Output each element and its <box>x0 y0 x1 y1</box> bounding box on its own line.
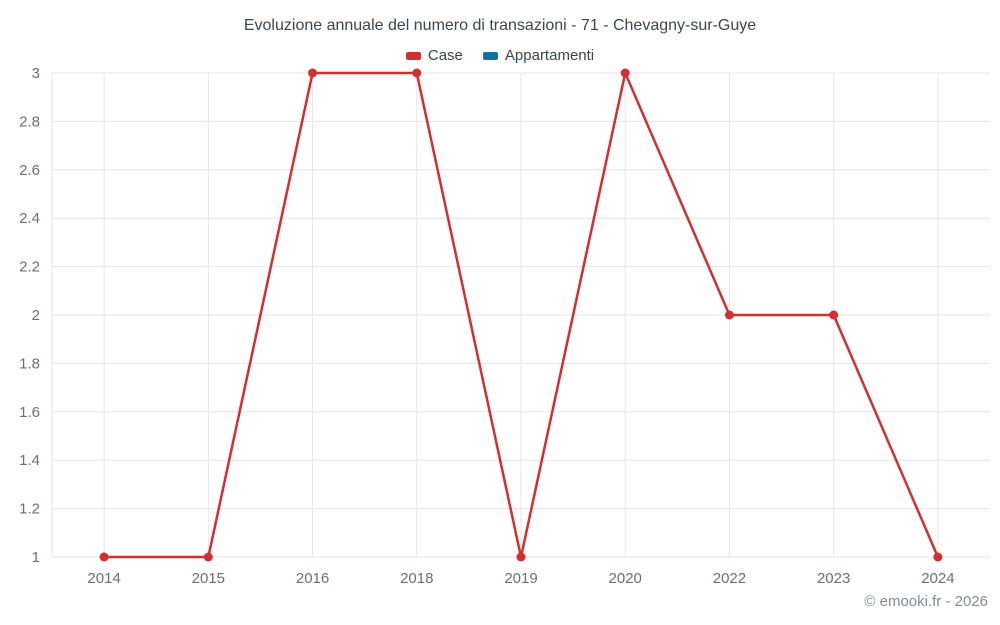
data-point-case[interactable] <box>412 68 422 78</box>
x-tick-label: 2023 <box>817 570 850 587</box>
y-tick-label: 1.8 <box>19 355 40 372</box>
footer-credit: © emooki.fr - 2026 <box>864 593 988 610</box>
y-tick-label: 2 <box>32 307 40 324</box>
legend-label-appartamenti: Appartamenti <box>504 47 595 64</box>
x-tick-label: 2020 <box>609 570 642 587</box>
case-series-swatch-icon <box>405 51 421 60</box>
legend-label-case: Case <box>427 47 463 64</box>
appartamenti-series-swatch-icon <box>482 51 498 60</box>
chart-legend: Case Appartamenti <box>0 47 1000 64</box>
x-tick-label: 2016 <box>296 570 329 587</box>
y-tick-label: 2.8 <box>19 113 40 130</box>
data-point-case[interactable] <box>308 68 318 78</box>
y-tick-label: 2.4 <box>19 210 40 227</box>
y-tick-label: 2.6 <box>19 162 40 179</box>
x-tick-label: 2015 <box>192 570 225 587</box>
legend-item-appartamenti[interactable]: Appartamenti <box>482 47 595 64</box>
x-tick-label: 2014 <box>87 570 120 587</box>
data-point-case[interactable] <box>933 552 943 562</box>
y-tick-label: 1.6 <box>19 404 40 421</box>
data-point-case[interactable] <box>724 310 734 320</box>
data-point-case[interactable] <box>829 310 839 320</box>
data-point-case[interactable] <box>620 68 630 78</box>
y-tick-label: 3 <box>32 65 40 82</box>
x-tick-label: 2019 <box>504 570 537 587</box>
y-tick-label: 2.2 <box>19 259 40 276</box>
legend-item-case[interactable]: Case <box>405 47 463 64</box>
x-tick-label: 2022 <box>713 570 746 587</box>
data-point-case[interactable] <box>99 552 109 562</box>
y-tick-label: 1.2 <box>19 501 40 518</box>
y-tick-label: 1.4 <box>19 452 40 469</box>
chart-title: Evoluzione annuale del numero di transaz… <box>243 17 757 34</box>
x-tick-label: 2024 <box>921 570 954 587</box>
data-point-case[interactable] <box>516 552 526 562</box>
y-tick-label: 1 <box>32 549 40 566</box>
x-tick-label: 2018 <box>400 570 433 587</box>
data-point-case[interactable] <box>203 552 213 562</box>
